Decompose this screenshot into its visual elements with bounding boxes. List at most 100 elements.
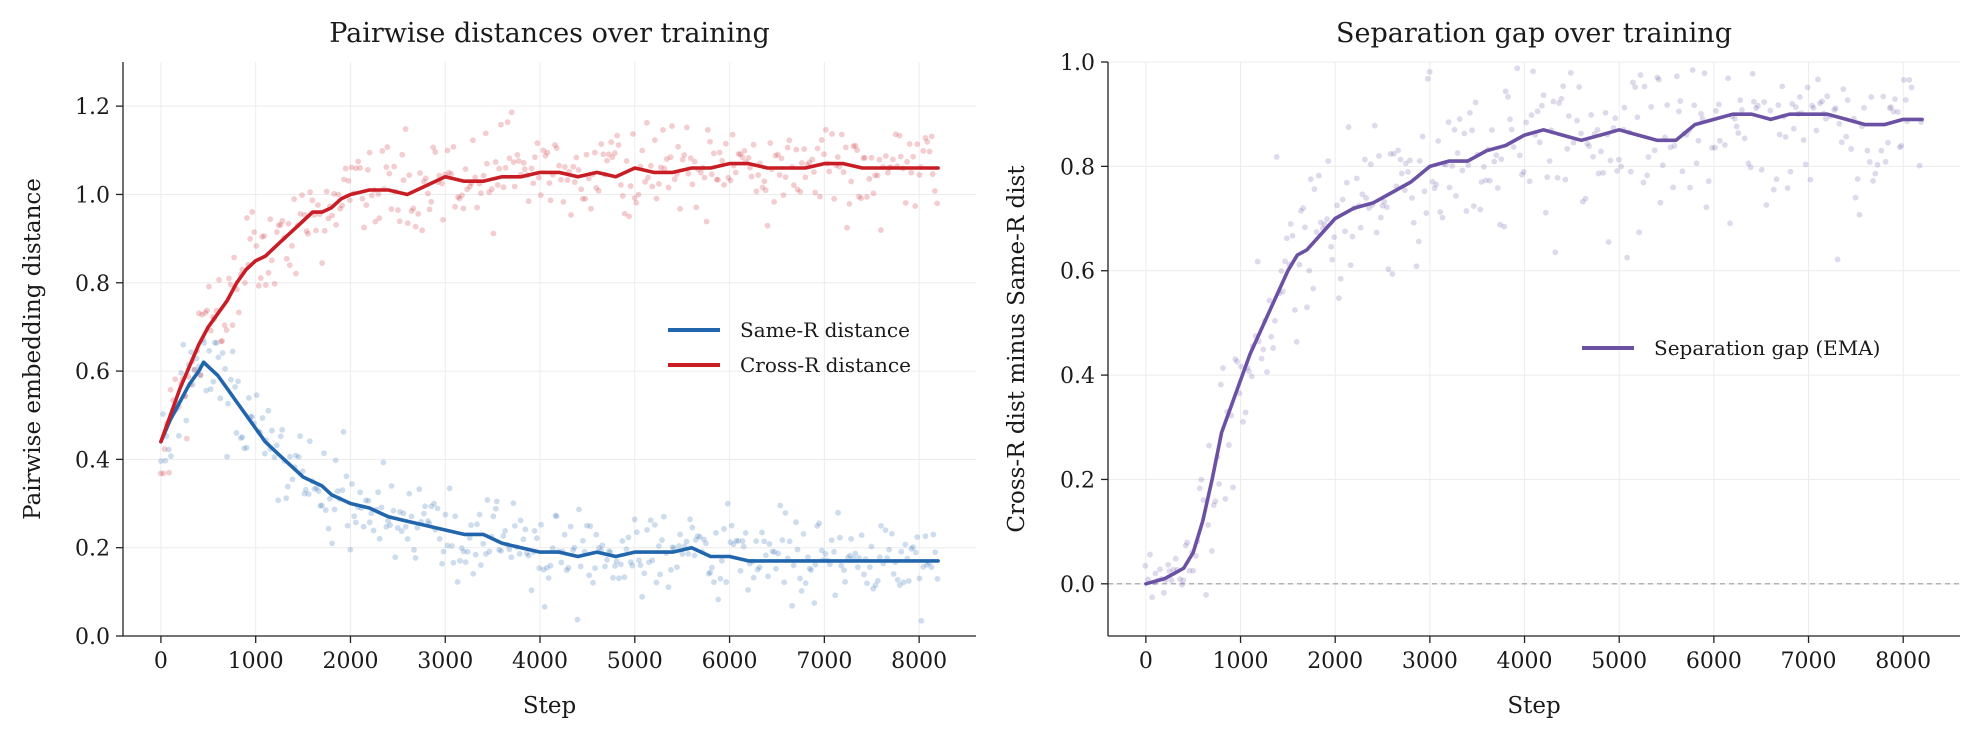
legend-label-cross-r-distance: Cross-R distance xyxy=(740,353,911,377)
raw-sample-point xyxy=(1819,98,1826,105)
raw-sample-point xyxy=(614,132,621,139)
raw-sample-point xyxy=(558,559,565,566)
raw-sample-point xyxy=(615,575,622,582)
raw-sample-point xyxy=(886,546,893,553)
raw-sample-point xyxy=(1838,139,1845,146)
raw-sample-point xyxy=(1293,338,1300,345)
raw-sample-point xyxy=(715,596,722,603)
raw-sample-point xyxy=(852,550,859,557)
raw-sample-point xyxy=(368,510,375,517)
raw-sample-point xyxy=(1222,495,1229,502)
raw-sample-point xyxy=(325,525,332,532)
raw-sample-point xyxy=(1809,102,1816,109)
raw-sample-point xyxy=(1731,115,1738,122)
raw-sample-point xyxy=(1494,185,1501,191)
raw-sample-point xyxy=(283,495,290,502)
raw-sample-point xyxy=(1514,65,1521,72)
raw-sample-point xyxy=(1546,158,1553,164)
raw-sample-point xyxy=(1882,158,1889,165)
raw-sample-point xyxy=(1578,130,1584,137)
raw-sample-point xyxy=(577,563,584,570)
raw-sample-point xyxy=(710,579,717,586)
raw-sample-point xyxy=(1454,150,1461,156)
raw-sample-point xyxy=(537,192,544,199)
raw-sample-point xyxy=(1186,567,1193,574)
raw-sample-point xyxy=(1398,170,1405,177)
raw-sample-point xyxy=(633,199,640,206)
x-tick-label: 0 xyxy=(1139,649,1153,674)
raw-sample-point xyxy=(546,180,553,186)
raw-sample-point xyxy=(1149,594,1156,601)
raw-sample-point xyxy=(408,513,415,520)
raw-sample-point xyxy=(348,164,355,171)
raw-sample-point xyxy=(623,158,630,164)
raw-sample-point xyxy=(412,223,419,230)
raw-sample-point xyxy=(199,311,206,318)
raw-sample-point xyxy=(544,149,551,156)
raw-sample-point xyxy=(1498,156,1505,163)
raw-sample-point xyxy=(1621,104,1628,111)
raw-sample-point xyxy=(398,528,405,535)
raw-sample-point xyxy=(1602,109,1609,116)
raw-sample-point xyxy=(834,154,841,160)
raw-sample-point xyxy=(544,564,550,571)
raw-sample-point xyxy=(292,452,299,459)
raw-sample-point xyxy=(647,162,654,169)
raw-sample-point xyxy=(1721,142,1728,148)
raw-sample-point xyxy=(1784,185,1791,192)
raw-sample-point xyxy=(1908,84,1915,91)
raw-sample-point xyxy=(221,322,228,329)
raw-sample-point xyxy=(850,143,857,150)
raw-sample-point xyxy=(500,533,507,539)
raw-sample-point xyxy=(798,160,805,166)
raw-sample-point xyxy=(1264,369,1270,375)
raw-sample-point xyxy=(790,562,797,569)
raw-sample-point xyxy=(1361,156,1368,163)
raw-sample-point xyxy=(754,566,761,573)
raw-sample-point xyxy=(610,574,616,581)
raw-sample-point xyxy=(1693,160,1700,167)
raw-sample-point xyxy=(1866,159,1873,165)
raw-sample-point xyxy=(729,131,736,138)
raw-sample-point xyxy=(251,229,258,236)
raw-sample-point xyxy=(600,151,607,158)
raw-sample-point xyxy=(571,179,578,185)
raw-sample-point xyxy=(1745,160,1752,167)
raw-sample-point xyxy=(1449,163,1456,169)
raw-sample-point xyxy=(639,147,646,154)
raw-sample-point xyxy=(1384,204,1390,211)
raw-sample-point xyxy=(868,543,875,550)
raw-sample-point xyxy=(352,519,359,526)
raw-sample-point xyxy=(910,544,916,550)
raw-sample-point xyxy=(1588,112,1595,118)
raw-sample-point xyxy=(1373,229,1380,236)
raw-sample-point xyxy=(1651,147,1658,154)
y-tick-label: 0.4 xyxy=(75,448,110,473)
raw-sample-point xyxy=(1523,119,1530,126)
raw-sample-point xyxy=(900,579,907,586)
raw-sample-point xyxy=(510,159,517,166)
raw-sample-point xyxy=(1402,160,1409,167)
raw-sample-point xyxy=(1307,176,1314,183)
raw-sample-point xyxy=(531,527,538,534)
raw-sample-point xyxy=(395,207,401,213)
raw-sample-point xyxy=(782,174,789,180)
y-tick-label: 1.0 xyxy=(1060,51,1095,76)
raw-sample-point xyxy=(1491,158,1498,165)
raw-sample-point xyxy=(536,565,543,571)
legend: Separation gap (EMA) xyxy=(1582,336,1880,360)
raw-sample-point xyxy=(259,415,266,421)
raw-sample-point xyxy=(1773,176,1780,183)
raw-sample-point xyxy=(331,506,338,513)
raw-sample-point xyxy=(874,172,881,179)
raw-sample-point xyxy=(452,203,458,210)
raw-sample-point xyxy=(464,186,471,193)
raw-sample-point xyxy=(882,153,889,159)
raw-sample-point xyxy=(1381,198,1388,205)
raw-sample-point xyxy=(342,165,349,172)
x-tick-label: 4000 xyxy=(1497,649,1553,674)
raw-sample-point xyxy=(547,197,554,204)
raw-sample-point xyxy=(888,530,895,537)
raw-sample-point xyxy=(1465,162,1472,169)
raw-sample-point xyxy=(862,154,868,161)
